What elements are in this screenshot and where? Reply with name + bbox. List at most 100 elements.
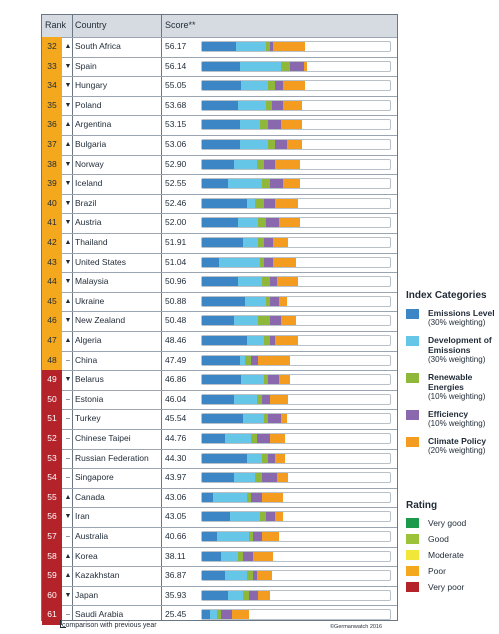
- bar-segment-efficiency: [269, 336, 276, 345]
- bar-segment-development: [209, 610, 218, 620]
- bar-segment-renewable: [247, 571, 253, 581]
- bar-segment-development: [233, 316, 259, 326]
- bar-segment-emissions: [202, 571, 225, 581]
- rating-label: Very good: [428, 518, 467, 528]
- row-divider: [42, 135, 397, 136]
- country-label: Japan: [75, 589, 99, 600]
- trend-down-icon: ▼: [64, 199, 72, 207]
- bar-segment-climate: [269, 394, 289, 404]
- bar-segment-climate: [280, 414, 287, 424]
- row-divider: [42, 487, 397, 489]
- trend-unchanged-icon: –: [66, 533, 70, 540]
- trend-down-icon: ▼: [64, 513, 72, 521]
- bar-segment-emissions: [202, 42, 236, 51]
- trend-down-icon: ▼: [64, 258, 72, 266]
- bar-segment-efficiency: [262, 473, 278, 483]
- bar-segment-renewable: [267, 140, 276, 149]
- legend-label: Emissions Level: [428, 308, 495, 318]
- legend-swatch: [406, 336, 419, 346]
- bar-segment-renewable: [262, 277, 270, 287]
- rating-item: Very good: [406, 518, 498, 534]
- bar-segment-climate: [282, 179, 300, 189]
- rating-legend: Rating Very good Good Moderate Poor Very…: [406, 500, 498, 598]
- rating-label: Very poor: [428, 582, 465, 592]
- row-divider: [42, 193, 397, 195]
- legend-weighting: (10% weighting): [428, 419, 486, 428]
- country-label: Iran: [75, 511, 90, 522]
- row-divider: [42, 213, 397, 215]
- bar-segment-emissions: [202, 100, 238, 110]
- bar-segment-efficiency: [269, 277, 278, 287]
- bar-segment-climate: [303, 61, 308, 71]
- row-divider: [42, 252, 397, 254]
- bar-segment-renewable: [250, 434, 257, 443]
- country-label: Chinese Taipei: [75, 433, 131, 443]
- bar-segment-climate: [279, 375, 291, 385]
- trend-unchanged-icon: –: [66, 454, 70, 462]
- score-bar-track: [201, 511, 391, 523]
- bar-segment-development: [233, 473, 255, 483]
- country-label: Argentina: [75, 119, 112, 130]
- legend-label: Climate Policy: [428, 436, 487, 446]
- bar-segment-development: [228, 590, 244, 600]
- bar-segment-renewable: [249, 532, 253, 541]
- bar-segment-renewable: [265, 296, 270, 306]
- row-divider: [42, 76, 397, 78]
- country-label: Belarus: [75, 374, 104, 385]
- trend-up-icon: ▲: [64, 239, 72, 246]
- score-label: 48.46: [165, 335, 187, 345]
- trend-down-icon: ▼: [64, 376, 72, 384]
- score-label: 50.96: [165, 276, 187, 287]
- bar-segment-climate: [275, 198, 298, 208]
- score-label: 51.04: [165, 256, 187, 267]
- score-bar-track: [201, 139, 391, 150]
- trend-unchanged-icon: –: [66, 474, 70, 482]
- ranking-table: Rank Country Score** 32 ▲ South Africa 56.1…: [41, 14, 398, 625]
- rank-cell: 57: [42, 527, 62, 547]
- country-label: Thailand: [75, 237, 108, 247]
- bar-segment-efficiency: [269, 296, 280, 306]
- rank-cell: 47: [42, 331, 62, 351]
- score-label: 52.00: [165, 217, 187, 228]
- trend-up-icon: ▲: [64, 141, 72, 148]
- score-label: 50.48: [165, 315, 187, 326]
- rank-cell: 54: [42, 468, 62, 488]
- rank-cell: 50: [42, 389, 62, 410]
- trend-down-icon: ▼: [64, 180, 72, 188]
- legend-weighting: (20% weighting): [428, 446, 486, 455]
- bar-segment-development: [233, 394, 257, 404]
- row-divider: [42, 311, 397, 313]
- bar-segment-renewable: [260, 512, 266, 522]
- rating-swatch: [406, 534, 419, 544]
- row-divider: [42, 331, 397, 332]
- score-bar-track: [201, 570, 391, 582]
- score-bar-track: [201, 41, 391, 52]
- score-bar-track: [201, 354, 391, 366]
- rank-cell: 59: [42, 566, 62, 586]
- bar-segment-efficiency: [265, 512, 276, 522]
- rank-cell: 34: [42, 76, 62, 96]
- bar-segment-development: [220, 551, 238, 561]
- bar-segment-development: [247, 336, 265, 345]
- legend-swatch: [406, 410, 419, 420]
- rank-cell: 39: [42, 174, 62, 194]
- score-label: 50.88: [165, 295, 187, 306]
- bar-segment-renewable: [217, 610, 221, 620]
- score-label: 52.46: [165, 197, 187, 208]
- trend-up-icon: ▲: [64, 43, 72, 50]
- bar-segment-climate: [258, 355, 291, 365]
- legend-swatch: [406, 437, 419, 447]
- bar-segment-efficiency: [271, 100, 283, 110]
- score-label: 53.68: [165, 99, 187, 110]
- country-label: Australia: [75, 531, 109, 541]
- row-divider: [42, 527, 397, 528]
- score-label: 51.91: [165, 237, 187, 247]
- bar-segment-efficiency: [264, 257, 274, 267]
- country-label: Russian Federation: [75, 452, 149, 463]
- table-header: Rank Country Score**: [42, 15, 397, 37]
- bar-segment-emissions: [202, 238, 244, 247]
- bar-segment-efficiency: [264, 238, 274, 247]
- bar-segment-renewable: [247, 492, 251, 502]
- country-label: Iceland: [75, 178, 103, 189]
- score-bar-track: [201, 491, 391, 503]
